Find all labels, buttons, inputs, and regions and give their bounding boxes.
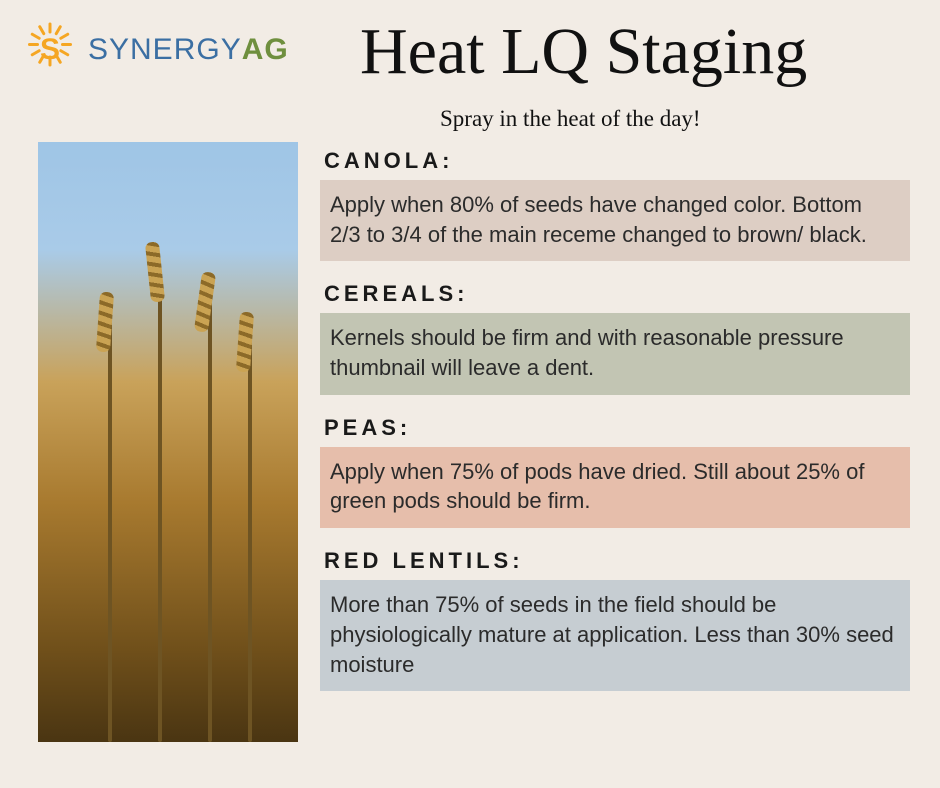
brand-text: SYNERGYAG bbox=[88, 33, 289, 67]
section-red-lentils: RED LENTILS: More than 75% of seeds in t… bbox=[320, 548, 910, 691]
sun-icon: S bbox=[22, 22, 78, 78]
sections-container: CANOLA: Apply when 80% of seeds have cha… bbox=[320, 148, 910, 711]
section-peas: PEAS: Apply when 75% of pods have dried.… bbox=[320, 415, 910, 528]
section-cereals: CEREALS: Kernels should be firm and with… bbox=[320, 281, 910, 394]
section-heading: PEAS: bbox=[320, 415, 910, 441]
brand-part2: AG bbox=[242, 33, 289, 66]
section-body: More than 75% of seeds in the field shou… bbox=[320, 580, 910, 691]
section-body: Apply when 80% of seeds have changed col… bbox=[320, 180, 910, 261]
section-heading: CANOLA: bbox=[320, 148, 910, 174]
section-body: Kernels should be firm and with reasonab… bbox=[320, 313, 910, 394]
section-heading: CEREALS: bbox=[320, 281, 910, 307]
page-title: Heat LQ Staging bbox=[360, 14, 807, 90]
section-heading: RED LENTILS: bbox=[320, 548, 910, 574]
section-canola: CANOLA: Apply when 80% of seeds have cha… bbox=[320, 148, 910, 261]
brand-part1: SYNERGY bbox=[88, 33, 242, 66]
brand-logo: S SYNERGYAG bbox=[22, 22, 289, 78]
wheat-photo bbox=[38, 142, 298, 742]
section-body: Apply when 75% of pods have dried. Still… bbox=[320, 447, 910, 528]
page-subtitle: Spray in the heat of the day! bbox=[440, 106, 701, 132]
